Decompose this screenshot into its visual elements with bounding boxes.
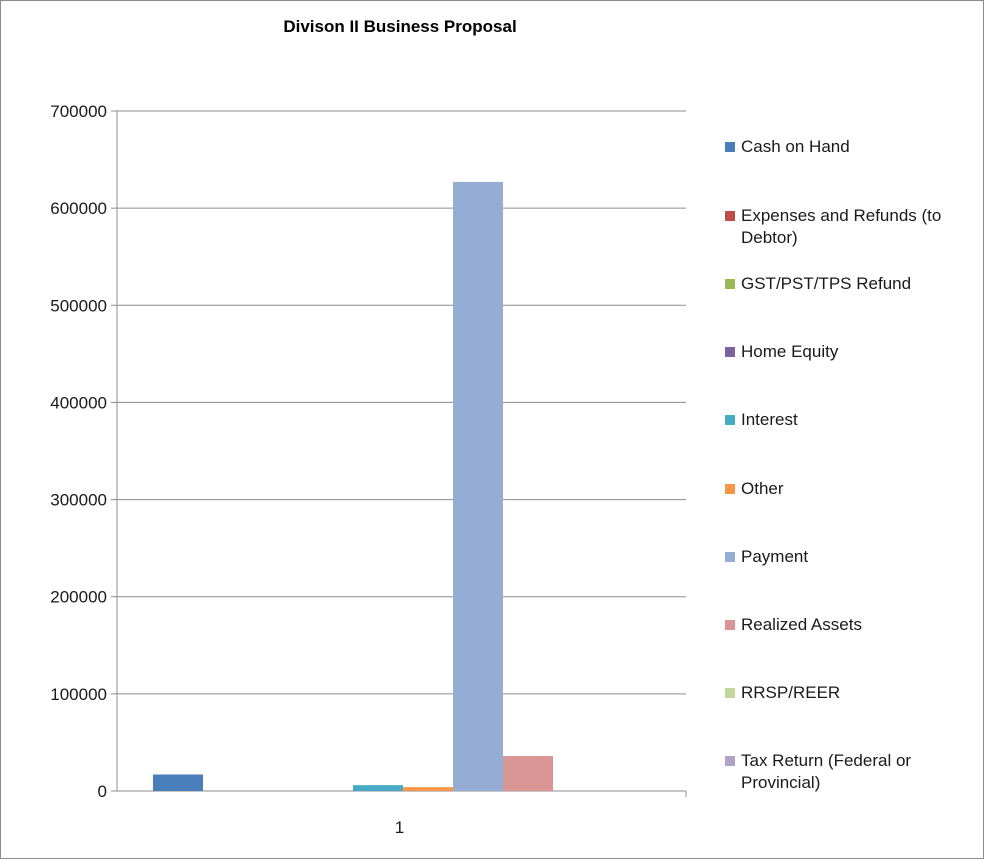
legend-item: RRSP/REER	[725, 682, 983, 704]
y-tick-label: 400000	[50, 393, 107, 412]
legend-label: GST/PST/TPS Refund	[741, 274, 912, 293]
legend-label: Interest	[741, 410, 798, 429]
bar-realized-assets	[503, 756, 553, 791]
y-tick-label: 0	[98, 782, 107, 801]
legend-swatch	[725, 484, 735, 494]
legend-item: Expenses and Refunds (to Debtor)	[725, 205, 983, 249]
legend-item: Home Equity	[725, 341, 983, 363]
y-tick-label: 500000	[50, 296, 107, 315]
bar-payment	[453, 181, 503, 791]
x-tick-label: 1	[395, 818, 404, 837]
legend-swatch	[725, 620, 735, 630]
legend-item: Payment	[725, 546, 983, 568]
y-tick-label: 600000	[50, 199, 107, 218]
legend-item: Interest	[725, 409, 983, 431]
legend-label: Tax Return (Federal or Provincial)	[741, 751, 912, 792]
chart-title: Divison II Business Proposal	[283, 17, 517, 36]
legend-swatch	[725, 552, 735, 562]
legend-label: Other	[741, 479, 784, 498]
legend-label: Payment	[741, 547, 809, 566]
legend-swatch	[725, 756, 735, 766]
legend-swatch	[725, 211, 735, 221]
legend-label: Home Equity	[741, 342, 839, 361]
legend-swatch	[725, 142, 735, 152]
legend-label: RRSP/REER	[741, 683, 841, 702]
legend-label: Expenses and Refunds (to Debtor)	[741, 206, 942, 247]
y-tick-label: 200000	[50, 588, 107, 607]
y-tick-label: 100000	[50, 685, 107, 704]
legend-label: Realized Assets	[741, 615, 862, 634]
legend-swatch	[725, 279, 735, 289]
legend-item: Realized Assets	[725, 614, 983, 636]
legend-item: Tax Return (Federal or Provincial)	[725, 750, 983, 794]
y-tick-label: 700000	[50, 102, 107, 121]
legend-swatch	[725, 347, 735, 357]
legend-swatch	[725, 688, 735, 698]
bar-other	[403, 787, 453, 791]
y-tick-label: 300000	[50, 491, 107, 510]
legend-item: Other	[725, 478, 983, 500]
legend-label: Cash on Hand	[741, 137, 850, 156]
bar-cash-on-hand	[153, 774, 203, 791]
bar-interest	[353, 785, 403, 791]
legend-item: GST/PST/TPS Refund	[725, 273, 983, 295]
legend-swatch	[725, 415, 735, 425]
legend-item: Cash on Hand	[725, 136, 983, 158]
